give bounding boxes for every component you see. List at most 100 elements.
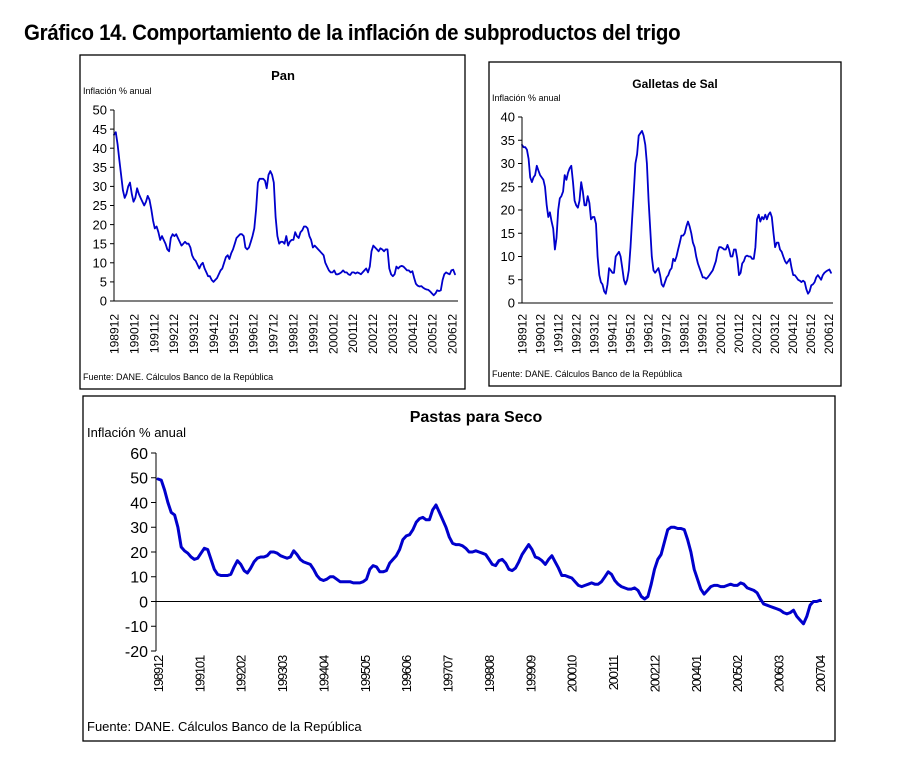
y-tick-label: 40 xyxy=(501,110,515,125)
x-tick-label: 200212 xyxy=(750,314,764,354)
x-tick-label: 200112 xyxy=(346,314,360,353)
chart-pastas-source: Fuente: DANE. Cálculos Banco de la Repúb… xyxy=(87,719,362,734)
x-tick-label: 200112 xyxy=(732,314,746,353)
chart-galletas: Galletas de Sal Inflación % anual 0 5 10 15… xyxy=(488,61,842,387)
chart-pan-title: Pan xyxy=(271,68,295,83)
x-tick-label: 200010 xyxy=(565,655,580,692)
x-tick-label: 199312 xyxy=(588,314,602,354)
x-tick-label: 199412 xyxy=(207,314,221,354)
x-tick-label: 199303 xyxy=(275,655,290,692)
x-tick-label: 200412 xyxy=(406,314,420,354)
x-tick-label: 200512 xyxy=(804,314,818,354)
y-tick-label: 40 xyxy=(93,141,107,156)
x-tick-label: 200401 xyxy=(689,655,704,692)
y-tick-label: 30 xyxy=(501,156,515,171)
y-tick-label: 0 xyxy=(508,296,515,311)
y-tick-label: 10 xyxy=(93,255,107,270)
x-tick-label: 200612 xyxy=(446,314,460,354)
x-tick-label: 200312 xyxy=(386,314,400,354)
x-tick-label: 200012 xyxy=(326,314,340,354)
chart-pastas: Pastas para Seco Inflación % anual -20 -1… xyxy=(82,395,836,742)
x-tick-label: 199707 xyxy=(441,655,456,692)
y-tick-label: 0 xyxy=(139,594,148,611)
x-tick-label: 199212 xyxy=(570,314,584,354)
y-tick-label: 10 xyxy=(501,249,515,264)
x-tick-label: 199101 xyxy=(192,655,207,692)
y-tick-label: 40 xyxy=(130,495,148,512)
y-tick-label: 5 xyxy=(100,275,107,290)
y-tick-label: 20 xyxy=(130,545,148,562)
x-tick-label: 199606 xyxy=(399,655,414,692)
chart-galletas-source: Fuente: DANE. Cálculos Banco de la Repúb… xyxy=(492,369,682,379)
y-tick-label: 25 xyxy=(93,198,107,213)
x-tick-label: 199712 xyxy=(660,314,674,354)
x-tick-label: 199212 xyxy=(167,314,181,354)
x-tick-label: 199812 xyxy=(287,314,301,354)
x-tick-label: 199202 xyxy=(234,655,249,692)
chart-pan: Pan Inflación % anual 0 5 10 15 20 25 30 35 40 45… xyxy=(79,54,466,390)
y-tick-label: 60 xyxy=(130,446,148,463)
y-tick-label: 30 xyxy=(93,179,107,194)
x-tick-label: 199912 xyxy=(696,314,710,354)
y-tick-label: 25 xyxy=(501,179,515,194)
chart-pan-ylabel: Inflación % anual xyxy=(83,86,152,96)
x-tick-label: 199512 xyxy=(227,314,241,354)
y-tick-label: 50 xyxy=(130,471,148,488)
x-tick-label: 199612 xyxy=(642,314,656,354)
chart-pastas-ylabel: Inflación % anual xyxy=(87,425,186,440)
x-tick-label: 199112 xyxy=(147,314,161,353)
x-tick-label: 200111 xyxy=(606,655,621,690)
y-tick-label: 5 xyxy=(508,272,515,287)
x-tick-label: 199612 xyxy=(247,314,261,354)
x-tick-label: 199912 xyxy=(306,314,320,354)
y-tick-label: -10 xyxy=(125,619,148,636)
y-tick-label: 35 xyxy=(93,160,107,175)
x-tick-label: 199404 xyxy=(316,655,331,692)
x-tick-label: 200312 xyxy=(768,314,782,354)
x-tick-label: 200502 xyxy=(730,655,745,692)
y-tick-label: 45 xyxy=(93,122,107,137)
x-tick-label: 198912 xyxy=(108,314,122,354)
x-tick-label: 200212 xyxy=(366,314,380,354)
chart-pan-source: Fuente: DANE. Cálculos Banco de la Repúb… xyxy=(83,372,273,382)
x-tick-label: 199808 xyxy=(482,655,497,692)
y-tick-label: 35 xyxy=(501,133,515,148)
chart-pastas-series-line xyxy=(156,477,822,626)
y-tick-label: 20 xyxy=(93,217,107,232)
chart-pan-frame xyxy=(79,54,466,390)
chart-pastas-title: Pastas para Seco xyxy=(410,409,543,426)
x-tick-label: 198912 xyxy=(151,655,166,692)
x-tick-label: 200512 xyxy=(426,314,440,354)
x-tick-label: 199112 xyxy=(552,314,566,353)
y-tick-label: 30 xyxy=(130,520,148,537)
y-tick-label: -20 xyxy=(125,644,148,661)
x-tick-label: 199312 xyxy=(187,314,201,354)
x-tick-label: 200412 xyxy=(786,314,800,354)
x-tick-label: 199012 xyxy=(534,314,548,354)
x-tick-label: 198912 xyxy=(516,314,530,354)
figure-title: Gráfico 14. Comportamiento de la inflaci… xyxy=(24,20,681,45)
x-tick-label: 199512 xyxy=(624,314,638,354)
chart-galletas-ylabel: Inflación % anual xyxy=(492,93,561,103)
y-tick-label: 15 xyxy=(501,226,515,241)
x-tick-label: 200012 xyxy=(714,314,728,354)
y-tick-label: 10 xyxy=(130,570,148,587)
x-tick-label: 199909 xyxy=(523,655,538,692)
chart-pastas-frame xyxy=(82,395,836,742)
x-tick-label: 199412 xyxy=(606,314,620,354)
x-tick-label: 199505 xyxy=(358,655,373,692)
x-tick-label: 200612 xyxy=(822,314,836,354)
x-tick-label: 199812 xyxy=(678,314,692,354)
x-tick-label: 200212 xyxy=(647,655,662,692)
y-tick-label: 20 xyxy=(501,203,515,218)
chart-galletas-frame xyxy=(488,61,842,387)
y-tick-label: 15 xyxy=(93,236,107,251)
x-tick-label: 200603 xyxy=(772,655,787,692)
chart-galletas-title: Galletas de Sal xyxy=(632,77,717,91)
chart-galletas-series-line xyxy=(521,130,832,295)
chart-pan-series-line xyxy=(113,131,456,297)
y-tick-label: 50 xyxy=(93,103,107,118)
x-tick-label: 200704 xyxy=(813,655,828,692)
x-tick-label: 199012 xyxy=(127,314,141,354)
